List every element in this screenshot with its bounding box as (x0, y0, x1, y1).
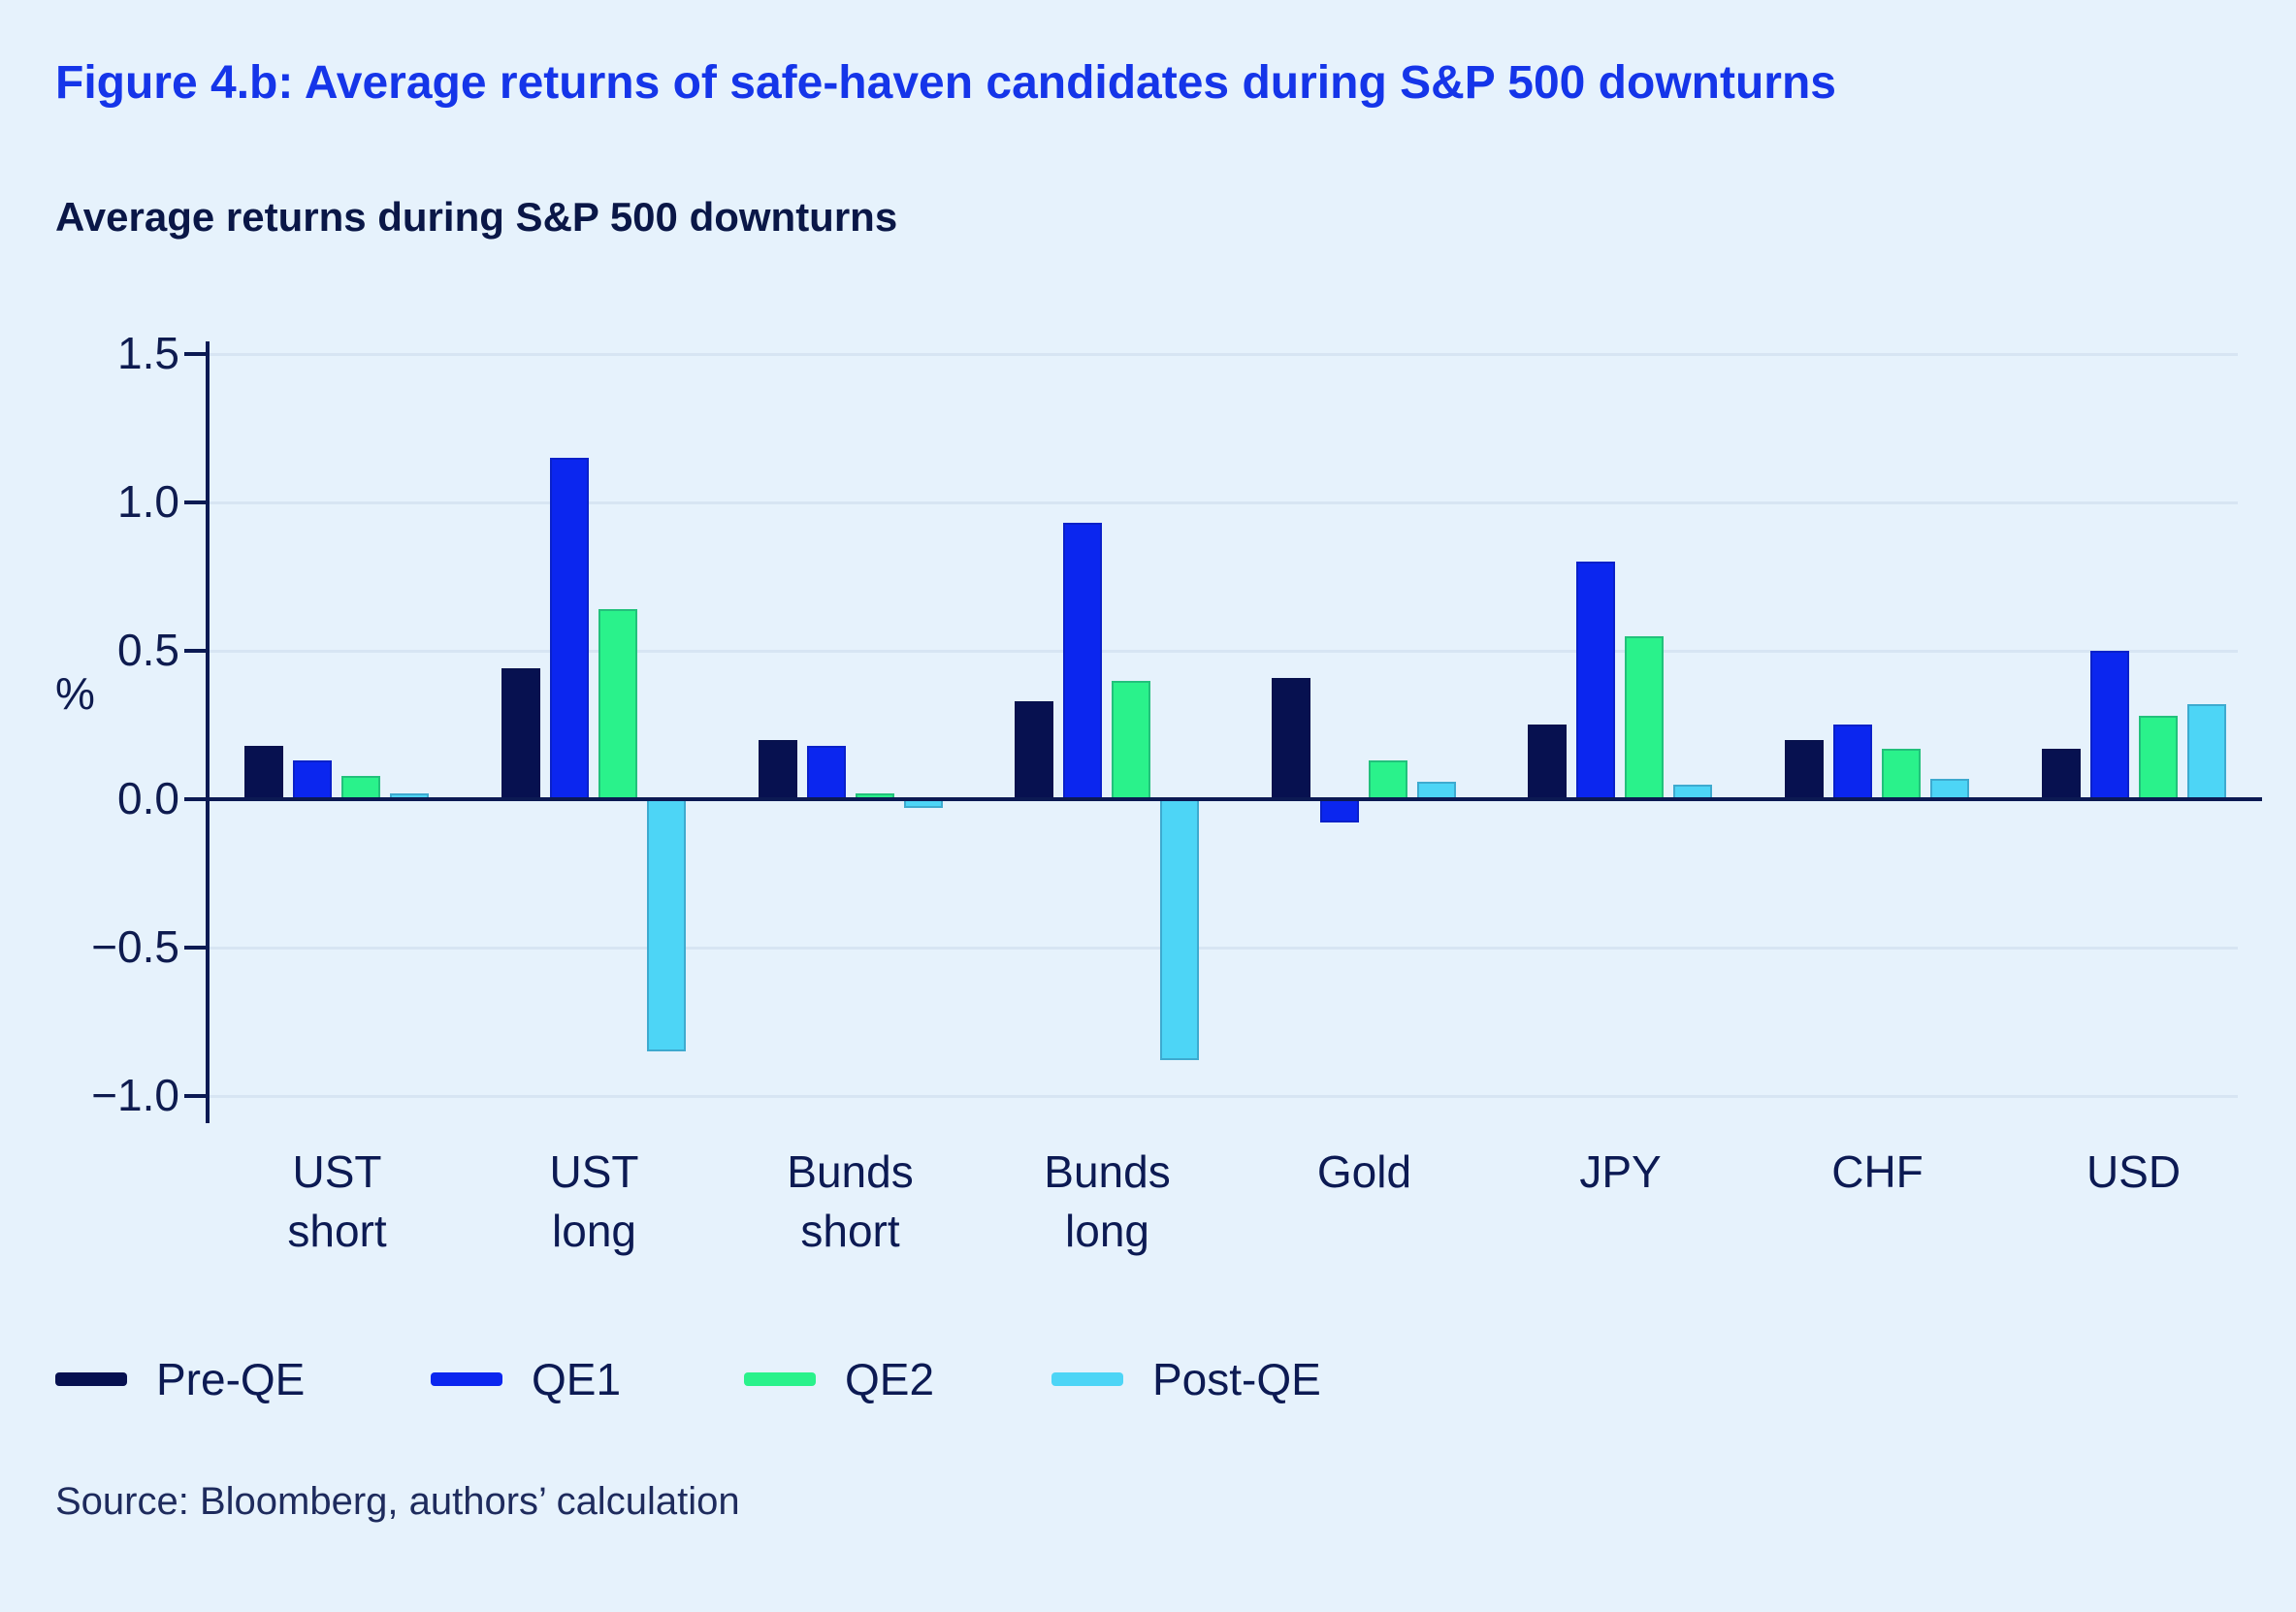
x-category-label: UST short (209, 1143, 466, 1260)
bar-pre-qe-bunds-short (759, 740, 797, 799)
x-category-label-line: UST (292, 1146, 382, 1197)
y-axis-tick (184, 946, 206, 950)
y-axis-tick (184, 500, 206, 504)
bar-qe2-ust-short (341, 776, 380, 799)
gridline (209, 501, 2238, 504)
x-category-label-line: long (552, 1205, 636, 1256)
x-category-label: Bunds long (979, 1143, 1236, 1260)
x-category-label-line: Gold (1316, 1146, 1412, 1197)
gridline (209, 650, 2238, 653)
legend-swatch-post-qe (1051, 1372, 1123, 1386)
x-category-label-line: short (287, 1205, 387, 1256)
x-category-label-line: Bunds (1044, 1146, 1171, 1197)
y-tick-label: −0.5 (91, 921, 179, 972)
bar-qe1-jpy (1576, 562, 1615, 799)
legend-swatch-qe1 (431, 1372, 502, 1386)
bar-qe1-usd (2090, 651, 2129, 799)
y-axis-unit-label: % (55, 668, 95, 719)
x-category-label-line: USD (2086, 1146, 2182, 1197)
bar-qe2-usd (2139, 716, 2178, 799)
x-category-label: CHF (1749, 1143, 2006, 1202)
x-category-label-line: Bunds (787, 1146, 914, 1197)
bar-post-qe-ust-long (647, 799, 686, 1051)
x-category-label-line: long (1065, 1205, 1149, 1256)
bar-qe2-ust-long (598, 609, 637, 799)
x-category-label-line: CHF (1831, 1146, 1924, 1197)
bar-pre-qe-ust-short (244, 746, 283, 799)
y-axis-tick (184, 352, 206, 356)
source-note: Source: Bloomberg, authors’ calculation (55, 1480, 740, 1523)
gridline (209, 353, 2238, 356)
chart-subtitle: Average returns during S&P 500 downturns (55, 194, 898, 240)
y-tick-label: 1.5 (117, 328, 179, 378)
x-category-label-line: JPY (1579, 1146, 1662, 1197)
figure-title: Figure 4.b: Average returns of safe-have… (55, 57, 1836, 109)
bar-qe2-gold (1369, 760, 1407, 799)
bar-qe1-gold (1320, 799, 1359, 822)
y-axis-tick (184, 797, 206, 801)
bar-pre-qe-ust-long (501, 668, 540, 799)
x-category-label: Gold (1236, 1143, 1493, 1202)
y-tick-label: 0.5 (117, 625, 179, 675)
gridline (209, 947, 2238, 950)
x-category-label: Bunds short (722, 1143, 979, 1260)
legend-swatch-qe2 (744, 1372, 816, 1386)
y-tick-label: 0.0 (117, 773, 179, 823)
bar-post-qe-usd (2187, 704, 2226, 799)
legend-label: Post-QE (1152, 1354, 1321, 1404)
x-axis-zero-line (209, 797, 2262, 801)
legend-swatch-pre-qe (55, 1372, 127, 1386)
x-category-label: JPY (1492, 1143, 1749, 1202)
bar-qe1-ust-short (293, 760, 332, 799)
x-category-label: USD (2005, 1143, 2262, 1202)
bar-qe2-bunds-long (1112, 681, 1150, 799)
bar-qe1-bunds-short (807, 746, 846, 799)
y-tick-label: 1.0 (117, 476, 179, 527)
gridline (209, 1095, 2238, 1098)
bar-post-qe-chf (1930, 779, 1969, 799)
bar-qe1-chf (1833, 725, 1872, 799)
y-tick-label: −1.0 (91, 1070, 179, 1120)
legend-label: QE2 (845, 1354, 935, 1404)
bar-pre-qe-jpy (1528, 725, 1567, 799)
bar-qe2-jpy (1625, 636, 1664, 799)
legend-item-qe1: QE1 (431, 1354, 621, 1404)
bar-pre-qe-chf (1785, 740, 1824, 799)
y-axis-line (206, 341, 210, 1123)
x-category-label-line: UST (549, 1146, 639, 1197)
x-category-label: UST long (466, 1143, 723, 1260)
y-axis-tick (184, 1094, 206, 1098)
x-category-label-line: short (800, 1205, 900, 1256)
legend-item-pre-qe: Pre-QE (55, 1354, 305, 1404)
bar-pre-qe-gold (1272, 678, 1310, 799)
legend-label: Pre-QE (156, 1354, 306, 1404)
legend-item-post-qe: Post-QE (1051, 1354, 1321, 1404)
bar-qe1-bunds-long (1063, 523, 1102, 799)
bar-post-qe-bunds-long (1160, 799, 1199, 1060)
bar-qe2-chf (1882, 749, 1921, 799)
legend-label: QE1 (532, 1354, 622, 1404)
y-axis-tick (184, 649, 206, 653)
bar-qe1-ust-long (550, 458, 589, 799)
bar-pre-qe-bunds-long (1015, 701, 1053, 799)
bar-pre-qe-usd (2042, 749, 2081, 799)
legend-item-qe2: QE2 (744, 1354, 934, 1404)
